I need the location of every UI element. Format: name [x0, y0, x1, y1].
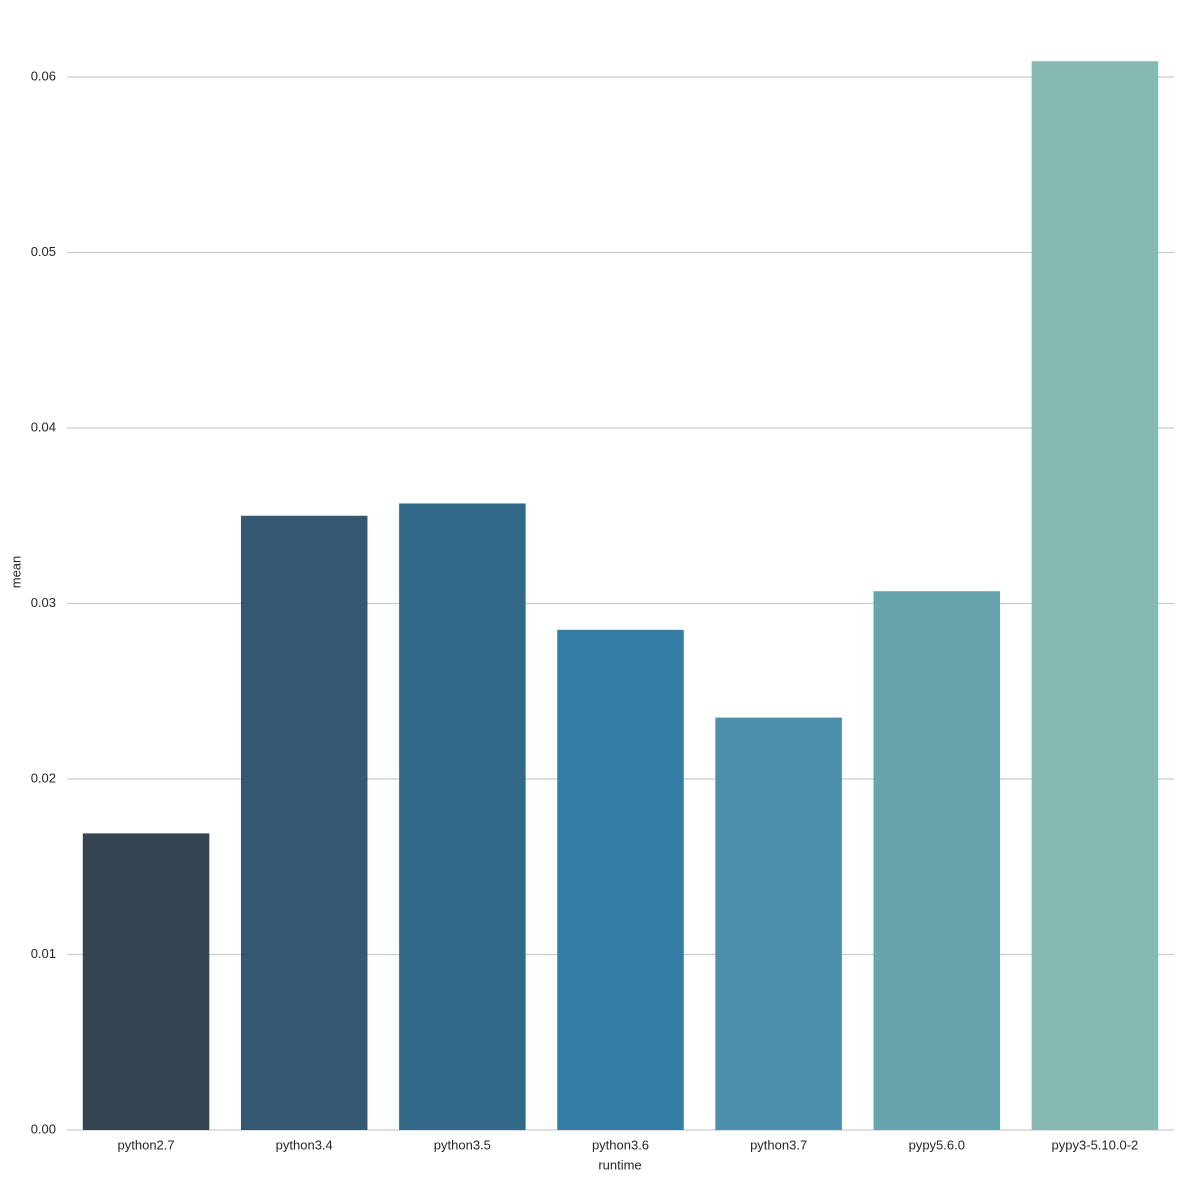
bar [715, 717, 842, 1130]
x-axis-label: runtime [598, 1157, 641, 1172]
x-tick-label: python3.6 [592, 1137, 649, 1152]
bar [557, 629, 684, 1130]
y-tick-label: 0.02 [31, 770, 56, 785]
y-tick-label: 0.00 [31, 1121, 56, 1136]
x-tick-label: pypy5.6.0 [909, 1137, 965, 1152]
y-tick-label: 0.03 [31, 595, 56, 610]
x-tick-label: pypy3-5.10.0-2 [1052, 1137, 1139, 1152]
x-tick-label: python3.4 [276, 1137, 333, 1152]
bar [82, 833, 210, 1130]
y-axis-label: mean [8, 556, 23, 589]
x-tick-label: python3.7 [750, 1137, 807, 1152]
y-tick-label: 0.04 [31, 419, 56, 434]
bar [873, 591, 1001, 1130]
bar [240, 515, 368, 1130]
y-tick-label: 0.06 [31, 68, 56, 83]
bar [399, 503, 526, 1131]
x-tick-label: python3.5 [434, 1137, 491, 1152]
x-tick-label: python2.7 [118, 1137, 175, 1152]
y-tick-label: 0.05 [31, 244, 56, 259]
y-tick-label: 0.01 [31, 946, 56, 961]
bar [1031, 61, 1159, 1131]
